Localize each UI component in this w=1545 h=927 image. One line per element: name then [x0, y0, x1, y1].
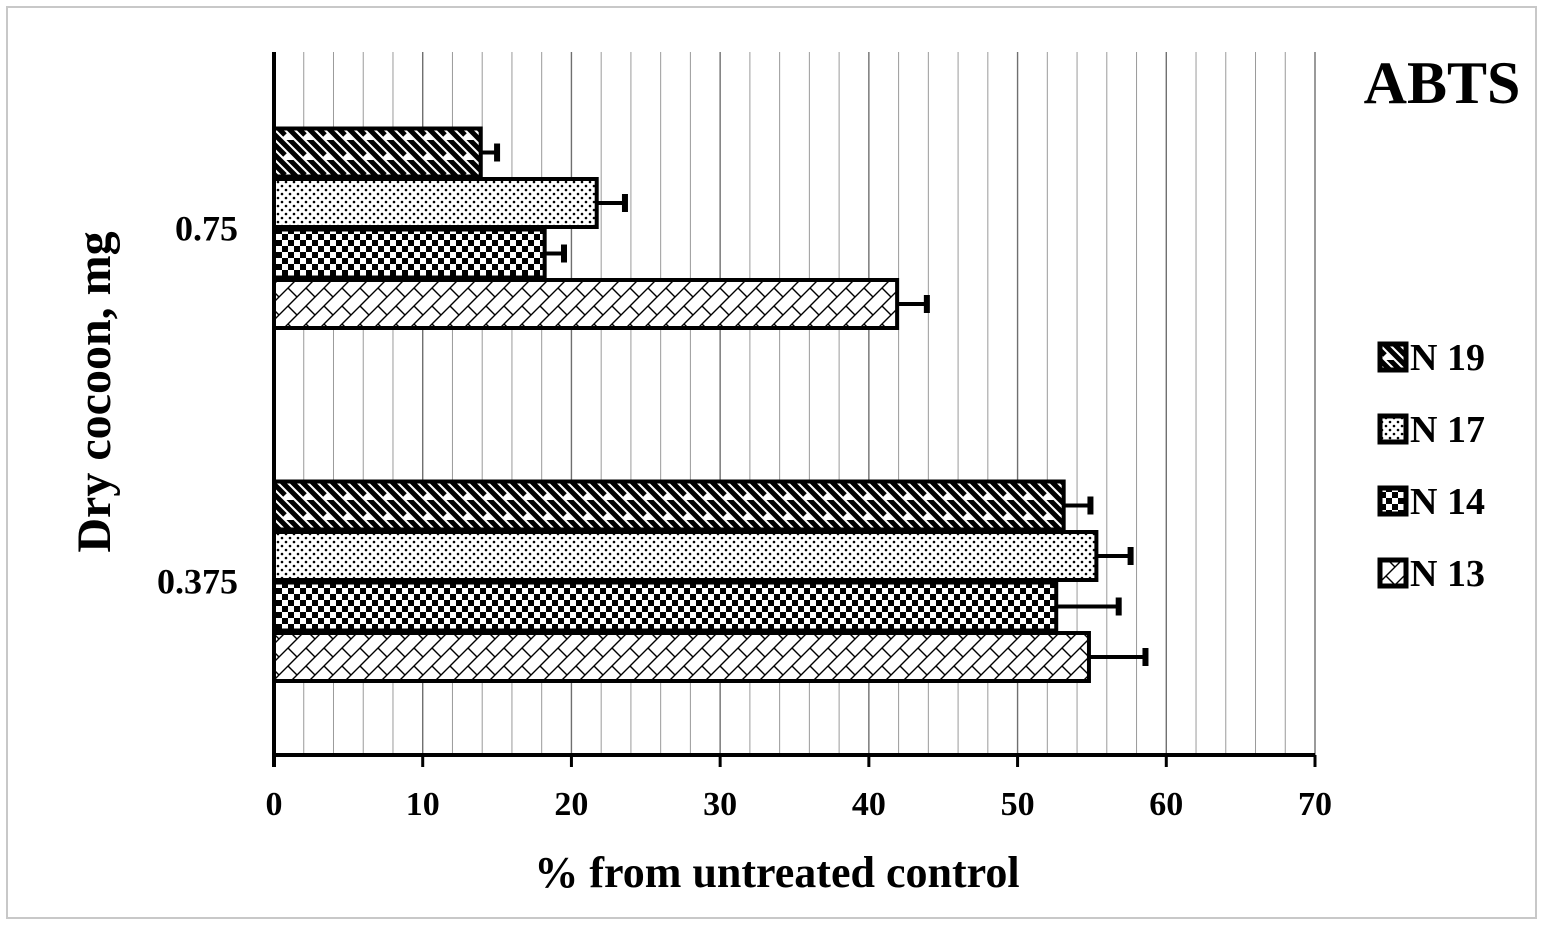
legend: N 19 N 17 N 14 N 13: [1377, 337, 1485, 595]
legend-item: N 14: [1377, 481, 1485, 523]
x-tick-label: 40: [852, 786, 886, 823]
x-tick-label: 20: [554, 786, 588, 823]
error-bar: [897, 295, 930, 313]
error-bar: [480, 143, 501, 162]
error-bars: [480, 143, 1149, 666]
x-tick-label: 10: [406, 786, 440, 823]
bar-n17-0.375: [272, 530, 1099, 582]
bar-n13-0.75: [272, 278, 900, 330]
error-bar: [1056, 597, 1122, 616]
x-tick-label: 70: [1298, 786, 1332, 823]
x-tick-labels: 0 10 20 30 40 50 60 70: [266, 786, 1333, 823]
axes: [272, 52, 1317, 767]
legend-swatch: [1377, 557, 1409, 589]
error-bar: [1088, 648, 1149, 666]
bar-n17-0.75: [272, 177, 599, 229]
legend-item: N 19: [1377, 337, 1485, 379]
y-axis-label: Dry cocoon, mg: [68, 231, 121, 552]
chart-frame: [6, 6, 1537, 919]
legend-item: N 17: [1377, 409, 1485, 451]
category-label: 0.75: [175, 208, 238, 248]
error-bar: [1096, 547, 1134, 565]
legend-item: N 13: [1377, 553, 1485, 595]
x-tick-label: 30: [703, 786, 737, 823]
x-tick-label: 0: [266, 786, 283, 823]
legend-label: N 17: [1410, 409, 1485, 451]
legend-label: N 14: [1410, 481, 1485, 523]
bar-n19-0.375: [272, 479, 1066, 532]
error-bar: [596, 194, 628, 212]
legend-swatch: [1377, 413, 1409, 445]
legend-label: N 19: [1410, 337, 1485, 379]
x-tick-label: 60: [1149, 786, 1183, 823]
error-bar: [544, 244, 567, 263]
category-label: 0.375: [157, 561, 238, 601]
x-tick-label: 50: [1001, 786, 1035, 823]
bar-n13-0.375: [272, 631, 1091, 683]
legend-swatch: [1377, 485, 1409, 517]
category-labels: 0.375 0.75: [157, 208, 238, 601]
x-axis-label: % from untreated control: [534, 848, 1019, 897]
legend-swatch: [1377, 341, 1409, 373]
bar-n14-0.375: [272, 580, 1059, 633]
error-bar: [1063, 496, 1094, 515]
bar-n19-0.75: [272, 126, 483, 179]
bars: [272, 126, 1099, 683]
bar-n14-0.75: [272, 227, 547, 280]
chart-title: ABTS: [1364, 50, 1521, 116]
legend-label: N 13: [1410, 553, 1485, 595]
